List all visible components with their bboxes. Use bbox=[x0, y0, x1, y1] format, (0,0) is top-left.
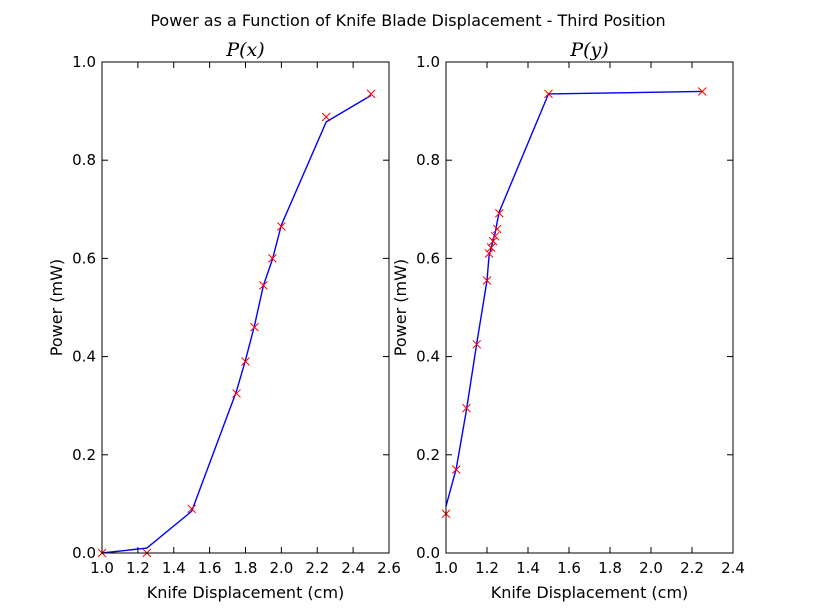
right-data-point bbox=[484, 249, 494, 258]
left-data-point bbox=[321, 112, 331, 122]
right-data-point bbox=[494, 208, 504, 218]
right-x-axis-label: Knife Displacement (cm) bbox=[491, 583, 689, 602]
left-y-tick-label: 1.0 bbox=[72, 53, 96, 71]
left-y-tick-label: 0.6 bbox=[72, 249, 96, 267]
right-y-tick-label: 0.4 bbox=[416, 348, 440, 366]
right-data-point bbox=[490, 231, 500, 241]
left-data-point bbox=[366, 89, 376, 99]
left-data-point bbox=[277, 222, 286, 231]
right-data-point bbox=[492, 224, 502, 234]
right-y-tick-label: 1.0 bbox=[416, 53, 440, 71]
figure-suptitle: Power as a Function of Knife Blade Displ… bbox=[150, 11, 665, 30]
right-y-axis-label: Power (mW) bbox=[391, 259, 410, 356]
left-x-tick-label: 1.0 bbox=[90, 559, 114, 577]
right-data-point bbox=[488, 236, 498, 246]
right-x-tick-label: 1.8 bbox=[598, 559, 622, 577]
left-plot-title: P(x) bbox=[225, 39, 264, 61]
left-data-point bbox=[241, 357, 250, 366]
left-x-tick-label: 2.4 bbox=[341, 559, 365, 577]
right-subplot: P(y) 1.0 1.2 1.4 1.6 1.8 2.0 2.2 2.4 0.0 0.2 0.4 0.6… bbox=[391, 39, 745, 602]
left-data-point bbox=[268, 254, 277, 263]
right-data-point bbox=[544, 89, 553, 99]
left-data-point bbox=[250, 322, 259, 332]
right-x-tick-label: 2.2 bbox=[680, 559, 704, 577]
right-plot-title: P(y) bbox=[569, 39, 608, 61]
right-data-point bbox=[486, 243, 496, 252]
left-subplot: P(x) 1.0 1.2 1.4 1.6 1.8 2.0 2.2 2.4 2.6 0.0 0.2 0.4… bbox=[47, 39, 401, 602]
left-data-point bbox=[187, 504, 197, 514]
right-series-line bbox=[445, 90, 703, 507]
left-x-tick-label: 2.6 bbox=[377, 559, 401, 577]
left-data-point bbox=[259, 281, 268, 290]
right-data-point bbox=[451, 465, 461, 474]
right-data-point bbox=[472, 339, 482, 349]
right-y-tick-label: 0.8 bbox=[416, 151, 440, 169]
left-x-tick-label: 1.6 bbox=[198, 559, 222, 577]
right-y-tick-label: 0.2 bbox=[416, 446, 440, 464]
right-x-tick-label: 1.2 bbox=[475, 559, 499, 577]
right-data-point bbox=[697, 87, 707, 96]
left-y-tick-label: 0.8 bbox=[72, 151, 96, 169]
left-y-tick-label: 0.0 bbox=[72, 544, 96, 562]
left-y-tick-label: 0.2 bbox=[72, 446, 96, 464]
left-x-tick-label: 2.0 bbox=[269, 559, 293, 577]
left-data-point bbox=[232, 389, 241, 398]
right-y-tick-label: 0.6 bbox=[416, 249, 440, 267]
right-data-point bbox=[462, 403, 471, 413]
right-y-tick-label: 0.0 bbox=[416, 544, 440, 562]
right-x-tick-label: 1.4 bbox=[516, 559, 540, 577]
right-data-point bbox=[482, 276, 492, 285]
left-series-line bbox=[101, 94, 372, 554]
right-x-tick-label: 2.0 bbox=[639, 559, 663, 577]
right-x-tick-label: 1.6 bbox=[557, 559, 581, 577]
right-x-tick-label: 2.4 bbox=[721, 559, 745, 577]
left-x-tick-label: 2.2 bbox=[305, 559, 329, 577]
left-x-tick-label: 1.8 bbox=[234, 559, 258, 577]
left-x-tick-label: 1.2 bbox=[126, 559, 150, 577]
right-axes-frame bbox=[445, 61, 734, 554]
left-y-axis-label: Power (mW) bbox=[47, 259, 66, 356]
right-x-tick-label: 1.0 bbox=[434, 559, 458, 577]
left-x-tick-label: 1.4 bbox=[162, 559, 186, 577]
left-x-axis-label: Knife Displacement (cm) bbox=[147, 583, 345, 602]
left-y-tick-label: 0.4 bbox=[72, 348, 96, 366]
